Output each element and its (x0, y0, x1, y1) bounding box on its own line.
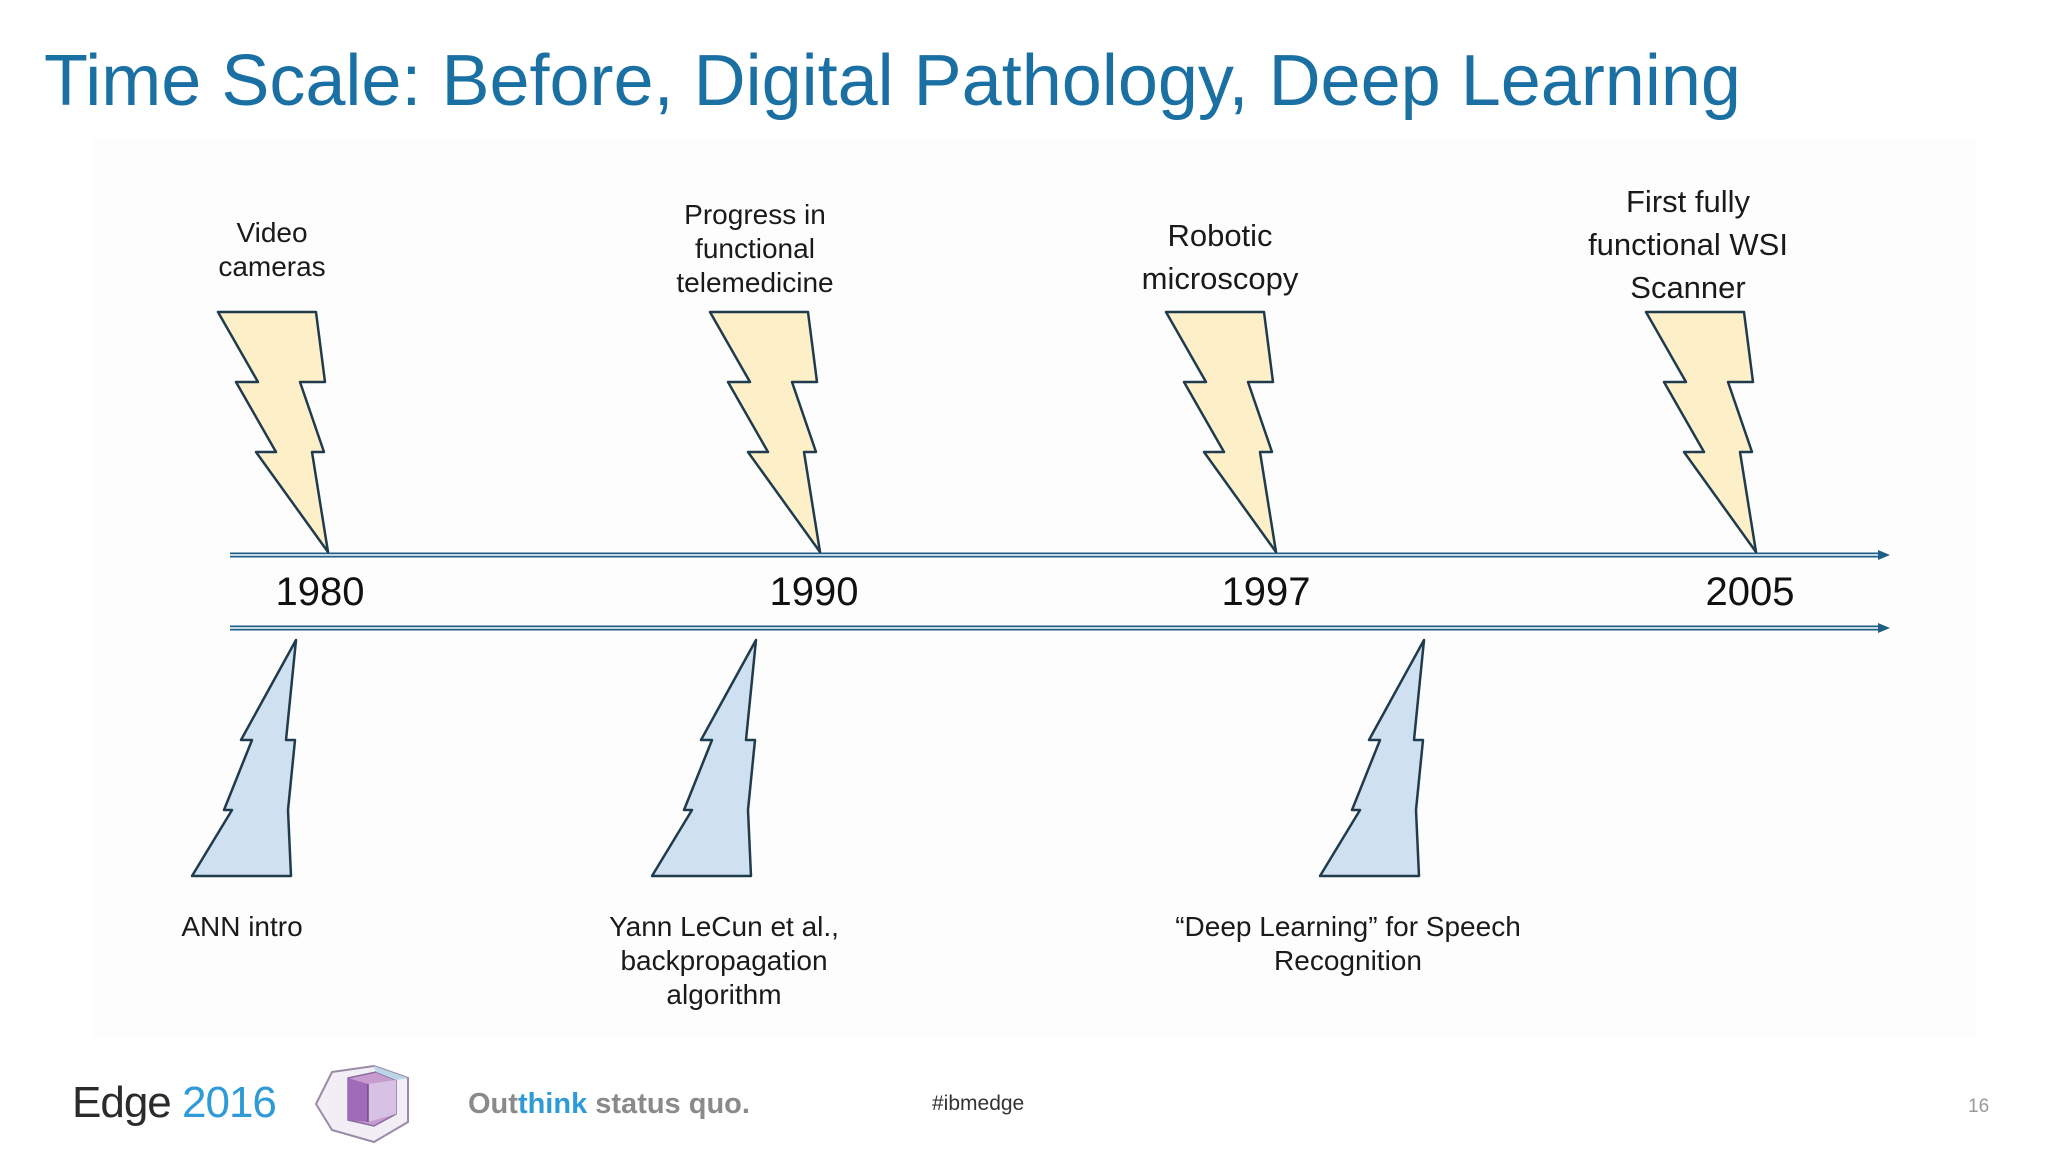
bottom-event-label-ann-intro: ANN intro (181, 911, 303, 942)
page-number: 16 (1968, 1096, 1990, 1117)
bottom-event-label-lecun: Yann LeCun et al., backpropagation algor… (609, 911, 839, 1010)
content-panel (92, 138, 1976, 1038)
top-event-label-telemedicine: Progress in functional telemedicine (676, 199, 834, 298)
bottom-lightning-bolt-icon (1318, 638, 1426, 878)
upper-timeline-arrow (230, 550, 1890, 560)
top-event-label-video-cameras: Video cameras (218, 217, 326, 282)
slide-title: Time Scale: Before, Digital Pathology, D… (44, 41, 1741, 121)
bottom-lightning-bolt-icon (190, 638, 298, 878)
footer-hashtag: #ibmedge (932, 1092, 1025, 1115)
footer-tagline-part-3: status quo. (587, 1088, 750, 1120)
year-label-1980: 1980 (275, 570, 365, 614)
lower-timeline-arrow (230, 623, 1890, 633)
top-event-label-robotic-microscopy: Robotic microscopy (1141, 218, 1299, 296)
top-lightning-bolt-icon (1644, 310, 1758, 554)
year-label-1997: 1997 (1221, 570, 1311, 614)
bottom-lightning-bolt-icon (650, 638, 758, 878)
top-event-label-wsi-scanner: First fully functional WSI Scanner (1588, 184, 1788, 305)
top-lightning-bolt-icon (1164, 310, 1278, 554)
footer-tagline-part-2: think (517, 1088, 588, 1120)
footer-edge-word: Edge (72, 1078, 172, 1127)
cube-logo-icon (314, 1064, 409, 1144)
top-lightning-bolt-icon (216, 310, 330, 554)
footer-tagline: Outthink status quo. (468, 1088, 750, 1121)
year-label-1990: 1990 (769, 570, 859, 614)
top-lightning-bolt-icon (708, 310, 822, 554)
bottom-event-label-deep-learning-speech: “Deep Learning” for Speech Recognition (1175, 911, 1521, 976)
footer-edge-logo-text: Edge 2016 (72, 1078, 277, 1128)
footer-edge-year: 2016 (182, 1078, 277, 1127)
year-label-2005: 2005 (1705, 570, 1795, 614)
footer-tagline-part-1: Out (468, 1088, 518, 1120)
